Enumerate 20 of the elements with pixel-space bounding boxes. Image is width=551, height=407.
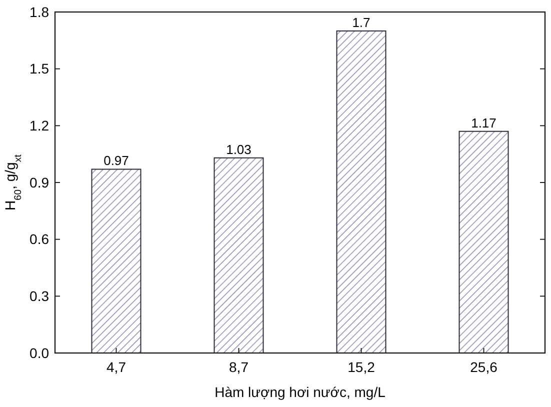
y-tick-label: 1.2 <box>30 118 50 134</box>
y-tick-label: 0.3 <box>30 288 50 304</box>
x-tick-label: 15,2 <box>348 359 376 375</box>
x-tick-label: 25,6 <box>470 359 498 375</box>
y-tick-label: 1.5 <box>30 60 50 77</box>
data-label: 1.7 <box>352 14 370 30</box>
data-label: 1.17 <box>471 115 496 130</box>
bar <box>336 30 386 354</box>
y-tick-label: 0.0 <box>30 344 50 361</box>
y-tick-label: 0.9 <box>30 174 50 190</box>
x-axis-title: Hàm lượng hơi nước, mg/L <box>214 384 386 400</box>
bar <box>458 130 509 354</box>
x-tick-label: 8,7 <box>229 359 249 375</box>
data-label: 0.97 <box>104 153 129 168</box>
bar <box>214 157 264 354</box>
bar <box>91 168 142 354</box>
y-tick-label: 1.8 <box>30 4 50 20</box>
x-tick-label: 4,7 <box>106 359 126 375</box>
data-label: 1.03 <box>226 142 252 157</box>
y-tick-label: 0.6 <box>30 231 50 248</box>
